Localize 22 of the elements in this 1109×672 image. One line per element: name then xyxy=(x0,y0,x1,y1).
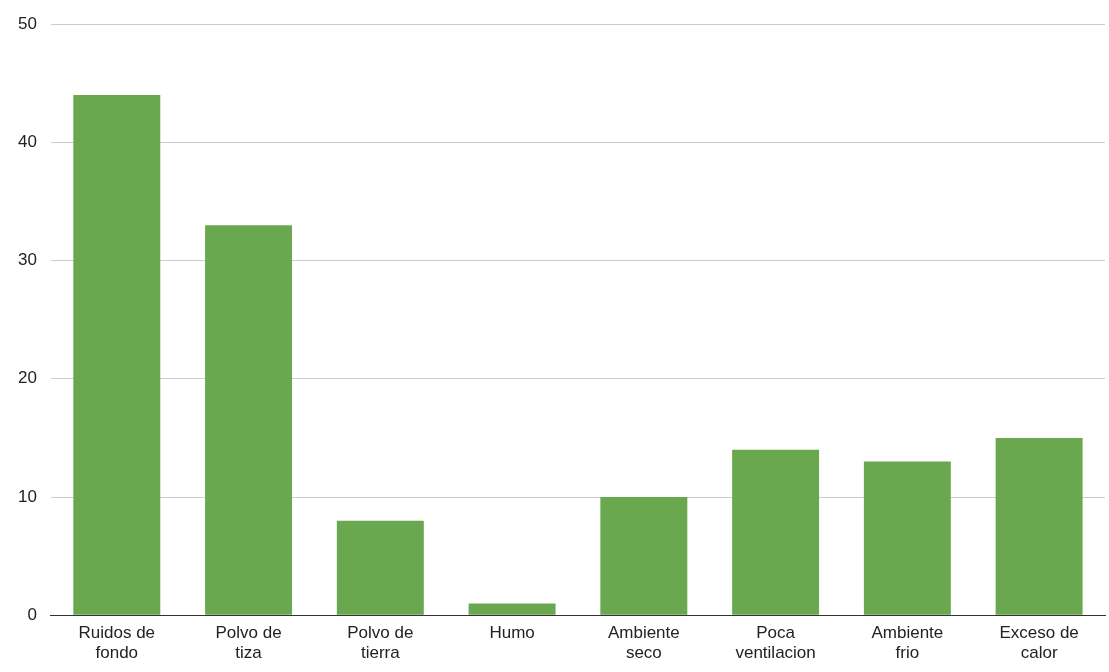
x-tick-label: Ruidos de fondo xyxy=(78,623,156,663)
y-tick-label: 40 xyxy=(17,132,37,152)
x-tick-label: Exceso de calor xyxy=(999,623,1079,663)
bar xyxy=(863,461,951,615)
x-tick-label: Poca ventilacion xyxy=(735,623,816,663)
bar xyxy=(205,225,293,615)
x-tick-label: Ambiente frio xyxy=(871,623,944,663)
x-tick-label: Humo xyxy=(489,623,535,643)
y-tick-label: 20 xyxy=(17,368,37,388)
bar xyxy=(600,497,688,615)
bar xyxy=(995,437,1083,615)
x-tick-label: Polvo de tiza xyxy=(215,623,282,663)
y-tick-label: 30 xyxy=(17,250,37,270)
y-tick-label: 10 xyxy=(17,486,37,506)
y-tick-label: 0 xyxy=(27,604,37,624)
x-tick-label: Polvo de tierra xyxy=(347,623,414,663)
bar xyxy=(468,603,556,615)
y-tick-label: 50 xyxy=(17,13,37,33)
bar xyxy=(732,449,820,615)
x-tick-label: Ambiente seco xyxy=(607,623,680,663)
bar xyxy=(336,520,424,615)
bar xyxy=(73,95,161,615)
